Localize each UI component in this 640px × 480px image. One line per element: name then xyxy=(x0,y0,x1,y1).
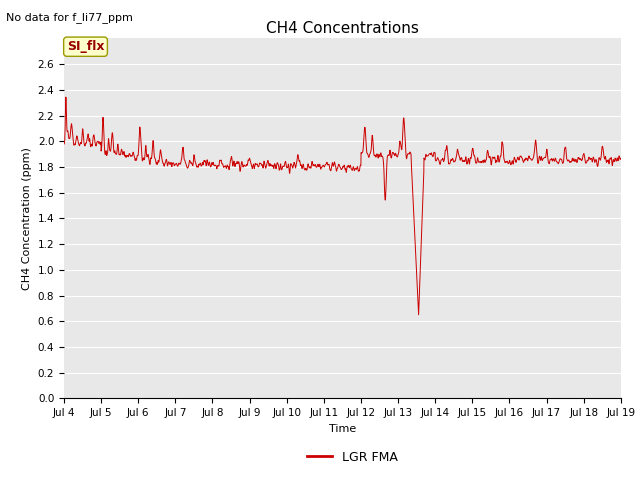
Legend: LGR FMA: LGR FMA xyxy=(301,446,403,469)
Text: No data for f_li77_ppm: No data for f_li77_ppm xyxy=(6,12,133,23)
Title: CH4 Concentrations: CH4 Concentrations xyxy=(266,21,419,36)
Y-axis label: CH4 Concentration (ppm): CH4 Concentration (ppm) xyxy=(22,147,32,290)
Text: SI_flx: SI_flx xyxy=(67,40,104,53)
X-axis label: Time: Time xyxy=(329,424,356,433)
